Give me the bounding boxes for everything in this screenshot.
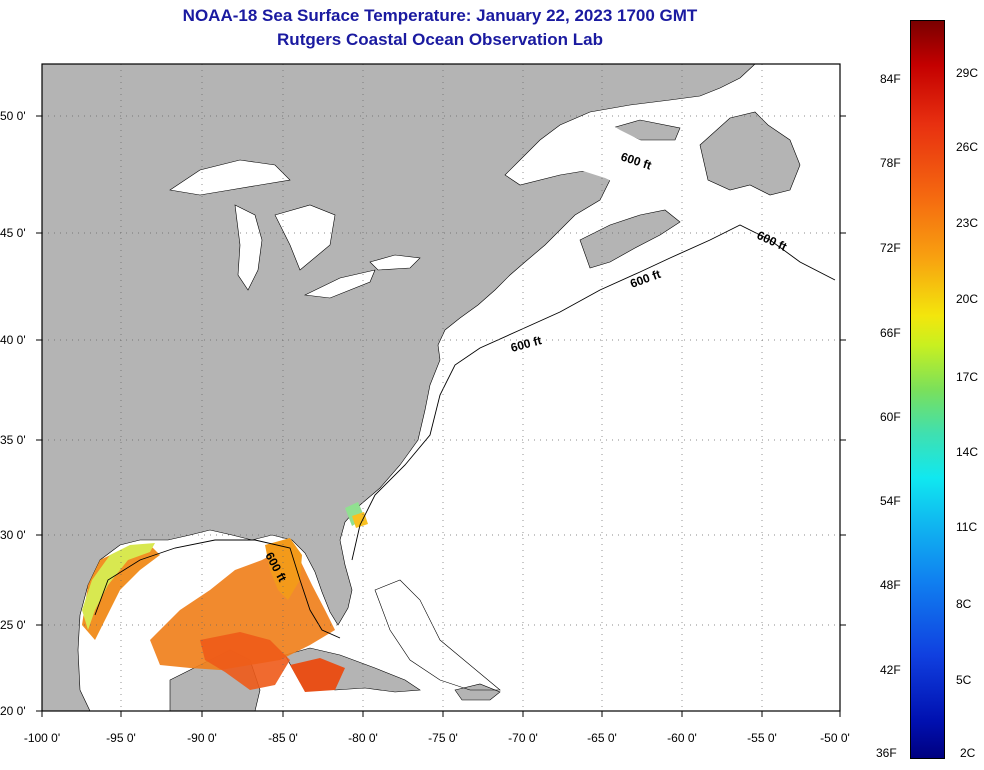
lat-label: 20 0' bbox=[0, 704, 26, 718]
lon-label: -85 0' bbox=[268, 731, 298, 745]
lon-label: -70 0' bbox=[508, 731, 538, 745]
colorbar-f-label: 42F bbox=[880, 663, 901, 677]
lake-michigan bbox=[234, 204, 263, 291]
lat-label: 50 0' bbox=[0, 109, 26, 123]
newfoundland-land bbox=[699, 111, 801, 196]
hispaniola-land bbox=[454, 683, 501, 701]
colorbar-c-label: 20C bbox=[956, 292, 979, 306]
grid bbox=[42, 64, 840, 711]
colorbar-c-label: 2C bbox=[960, 746, 976, 760]
sst-patch-caribbean bbox=[290, 658, 345, 692]
map-subtitle: Rutgers Coastal Ocean Observation Lab bbox=[277, 30, 603, 49]
colorbar-f-label: 84F bbox=[880, 72, 901, 86]
lake-huron bbox=[274, 204, 336, 271]
colorbar-f-label: 66F bbox=[880, 326, 901, 340]
colorbar-c-label: 14C bbox=[956, 445, 979, 459]
axis-ticks bbox=[36, 115, 846, 717]
colorbar-f-label: 54F bbox=[880, 494, 901, 508]
lon-label: -100 0' bbox=[24, 731, 60, 745]
lon-label: -55 0' bbox=[747, 731, 777, 745]
lon-label: -80 0' bbox=[348, 731, 378, 745]
lat-label: 30 0' bbox=[0, 528, 26, 542]
sst-patch-gulf-south bbox=[200, 632, 290, 690]
lon-label: -95 0' bbox=[106, 731, 136, 745]
colorbar-f-label: 72F bbox=[880, 241, 901, 255]
colorbar-c-label: 11C bbox=[956, 520, 978, 534]
colorbar-c-label: 26C bbox=[956, 140, 979, 154]
north-america-land bbox=[41, 63, 756, 712]
lon-label: -50 0' bbox=[820, 731, 850, 745]
lat-label: 45 0' bbox=[0, 226, 26, 240]
colorbar-c-label: 17C bbox=[956, 370, 979, 384]
lat-label: 35 0' bbox=[0, 433, 26, 447]
sst-patch-florida-west bbox=[265, 538, 302, 600]
lat-label: 40 0' bbox=[0, 333, 26, 347]
lake-erie bbox=[303, 269, 376, 299]
colorbar-f-label: 36F bbox=[876, 746, 897, 760]
gulf-of-st-lawrence bbox=[560, 118, 700, 205]
frame-border bbox=[41, 63, 841, 712]
lon-label: -75 0' bbox=[428, 731, 458, 745]
sst-patch-texas-coast bbox=[82, 543, 155, 630]
lake-superior bbox=[169, 159, 291, 196]
lon-label: -65 0' bbox=[587, 731, 617, 745]
isobath-600ft-gulf bbox=[94, 539, 341, 639]
colorbar-c-label: 23C bbox=[956, 216, 979, 230]
lat-label: 25 0' bbox=[0, 618, 26, 632]
colorbar-f-label: 48F bbox=[880, 578, 901, 592]
lake-ontario bbox=[369, 254, 421, 271]
colorbar-c-label: 5C bbox=[956, 673, 972, 687]
temperature-colorbar bbox=[910, 20, 945, 759]
colorbar-f-label: 78F bbox=[880, 156, 901, 170]
isobath-600ft-atlantic bbox=[351, 224, 836, 561]
map-title: NOAA-18 Sea Surface Temperature: January… bbox=[182, 6, 698, 25]
isobath-600ft-bahamas bbox=[374, 579, 501, 691]
colorbar-c-label: 29C bbox=[956, 66, 979, 80]
colorbar-c-label: 8C bbox=[956, 597, 972, 611]
nova-scotia-land bbox=[579, 209, 681, 269]
lon-label: -90 0' bbox=[187, 731, 217, 745]
colorbar-f-label: 60F bbox=[880, 410, 901, 424]
lon-label: -60 0' bbox=[667, 731, 697, 745]
